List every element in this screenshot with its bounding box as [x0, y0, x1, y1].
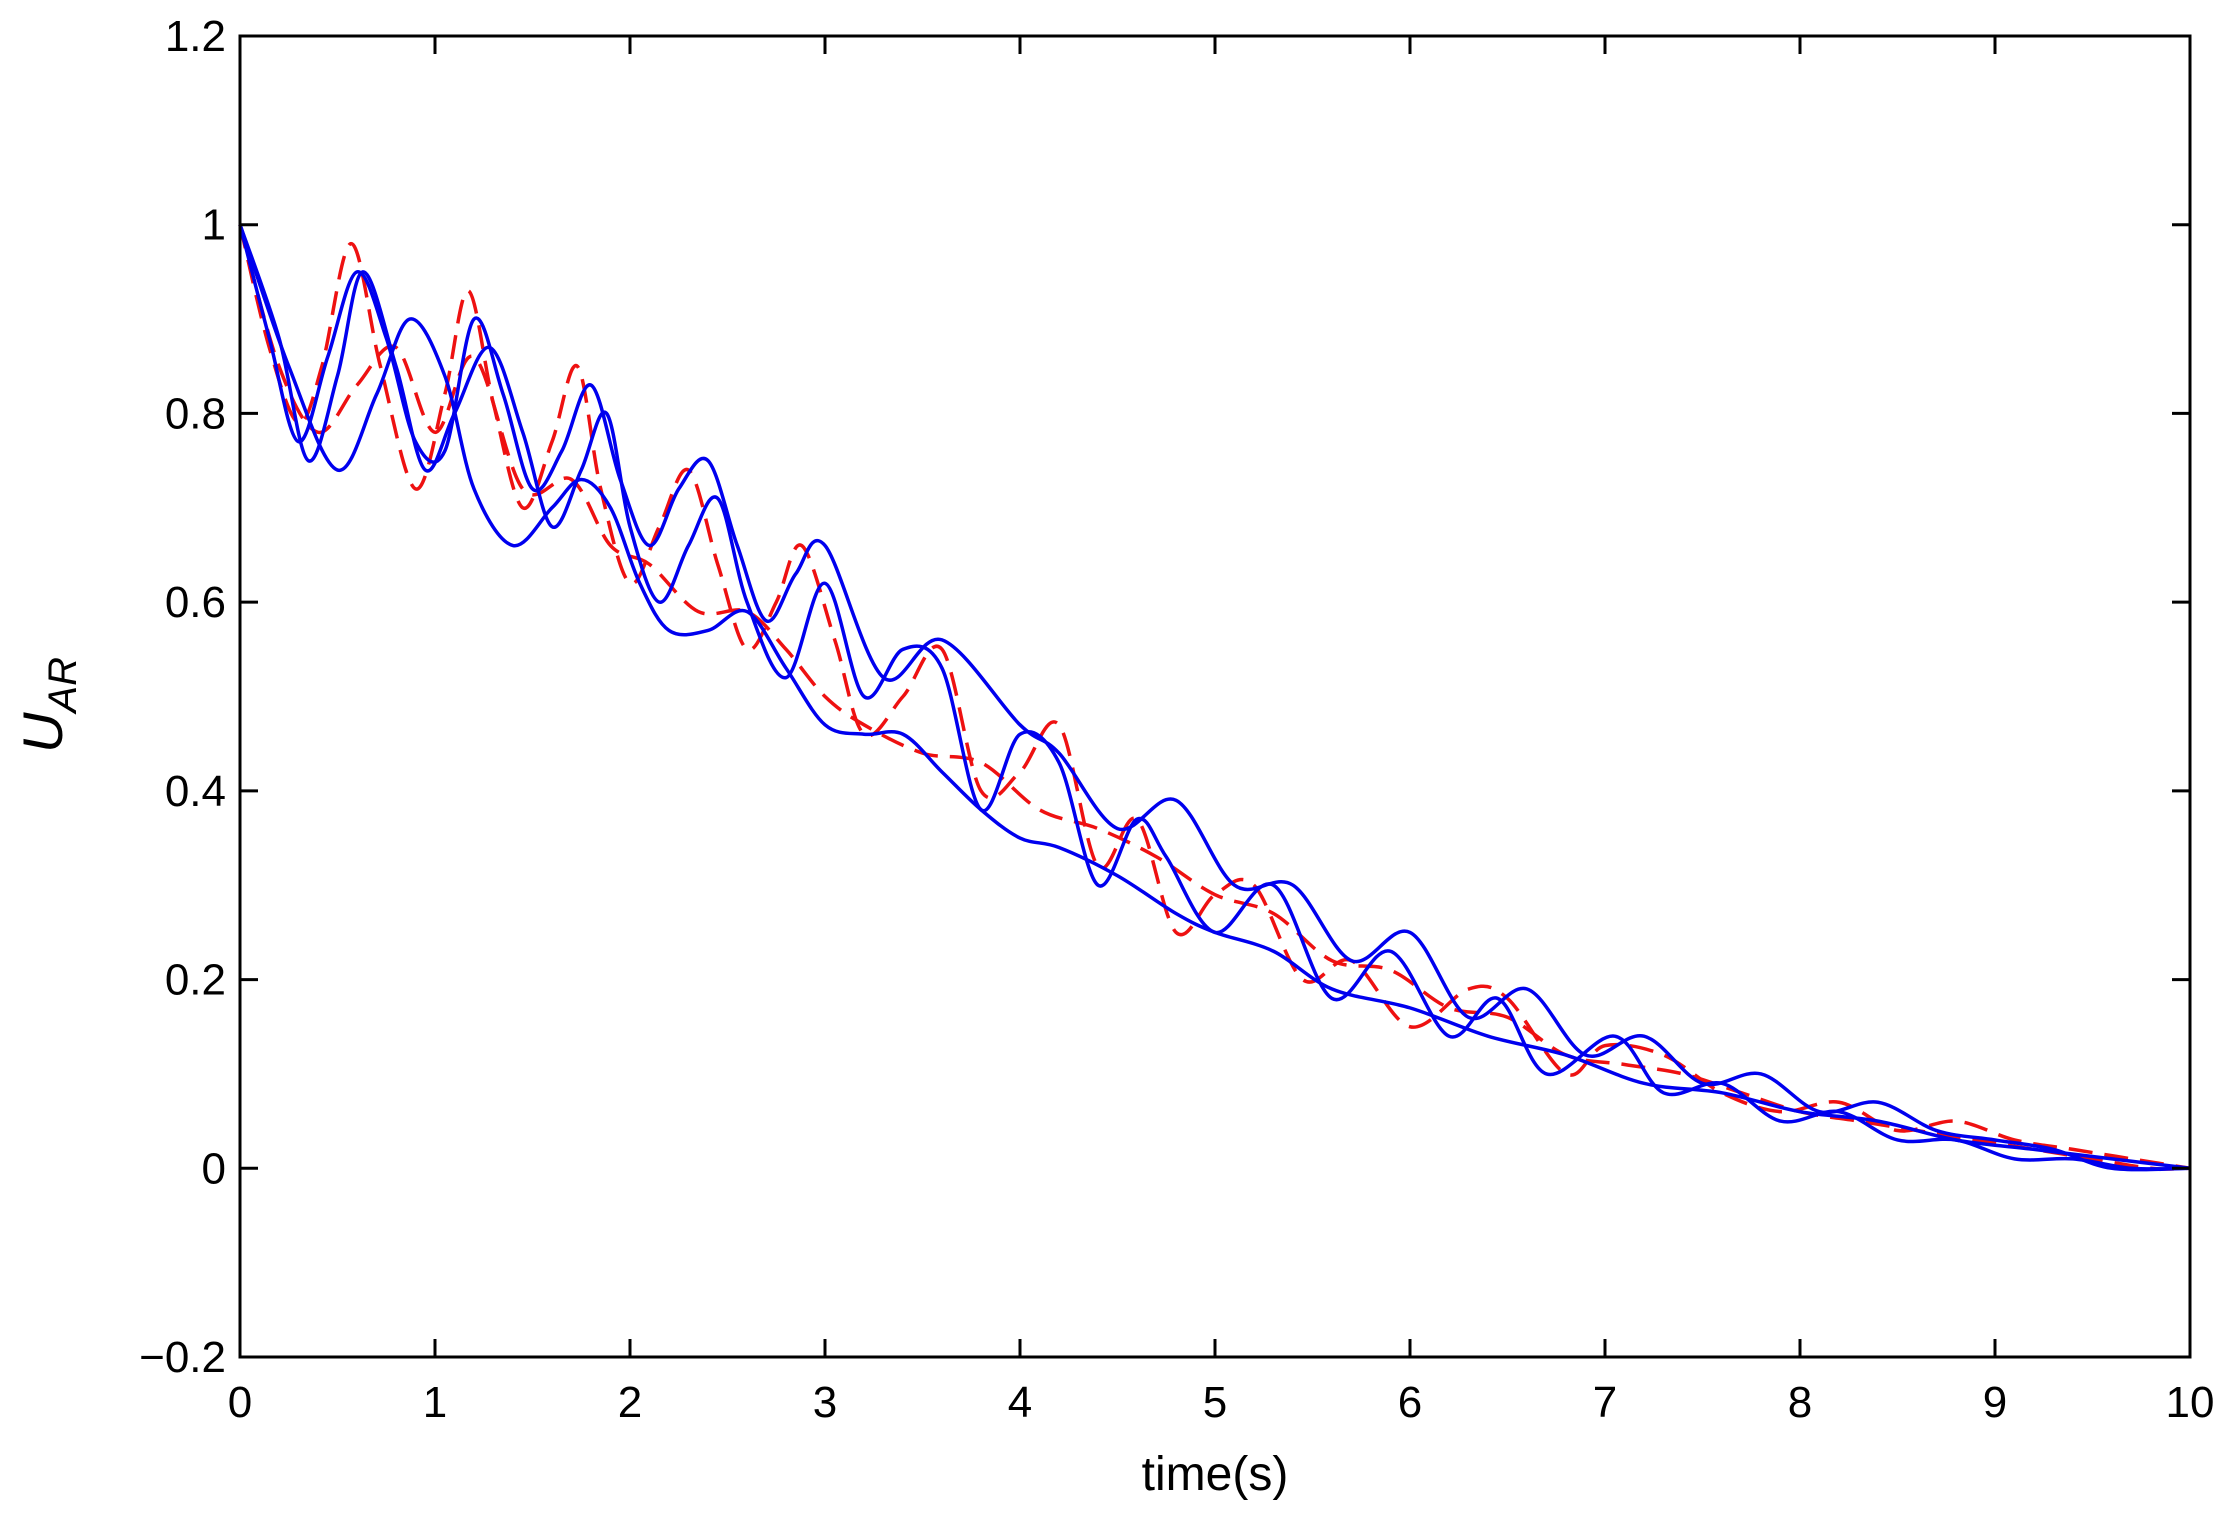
x-tick-label: 7: [1593, 1378, 1617, 1427]
y-tick-label: −0.2: [139, 1333, 226, 1382]
x-tick-label: 6: [1398, 1378, 1422, 1427]
x-tick-label: 4: [1008, 1378, 1032, 1427]
x-tick-label: 3: [813, 1378, 837, 1427]
y-tick-label: 0.2: [165, 956, 226, 1005]
y-tick-label: 1.2: [165, 12, 226, 61]
y-axis-title: UAR: [11, 657, 85, 753]
y-tick-label: 0.4: [165, 767, 226, 816]
series-layer: [238, 224, 2191, 1172]
x-tick-label: 1: [423, 1378, 447, 1427]
x-tick-label: 0: [228, 1378, 252, 1427]
x-tick-label: 2: [618, 1378, 642, 1427]
y-tick-label: 1: [202, 201, 226, 250]
tick-layer: 0 1 2 3 4 5 6 7 8 9 10−0.200.20.40.60.811.2: [139, 12, 2214, 1427]
y-tick-label: 0.6: [165, 578, 226, 627]
x-axis-title: time(s): [1142, 1448, 1289, 1501]
x-tick-label: 5: [1203, 1378, 1227, 1427]
y-axis-title-main: U: [11, 712, 74, 753]
y-tick-label: 0.8: [165, 389, 226, 438]
x-tick-label: 9: [1983, 1378, 2007, 1427]
dashed-series-line-3: [238, 224, 2191, 1171]
y-tick-label: 0: [202, 1144, 226, 1193]
svg-text:UAR: UAR: [11, 657, 85, 753]
solid-series-line-1: [238, 224, 2191, 1171]
y-axis-title-subscript: AR: [41, 657, 85, 715]
x-tick-label: 8: [1788, 1378, 1812, 1427]
solid-series-line-2: [238, 224, 2191, 1171]
plot-background: [240, 36, 2190, 1357]
x-tick-label: 10: [2166, 1378, 2215, 1427]
